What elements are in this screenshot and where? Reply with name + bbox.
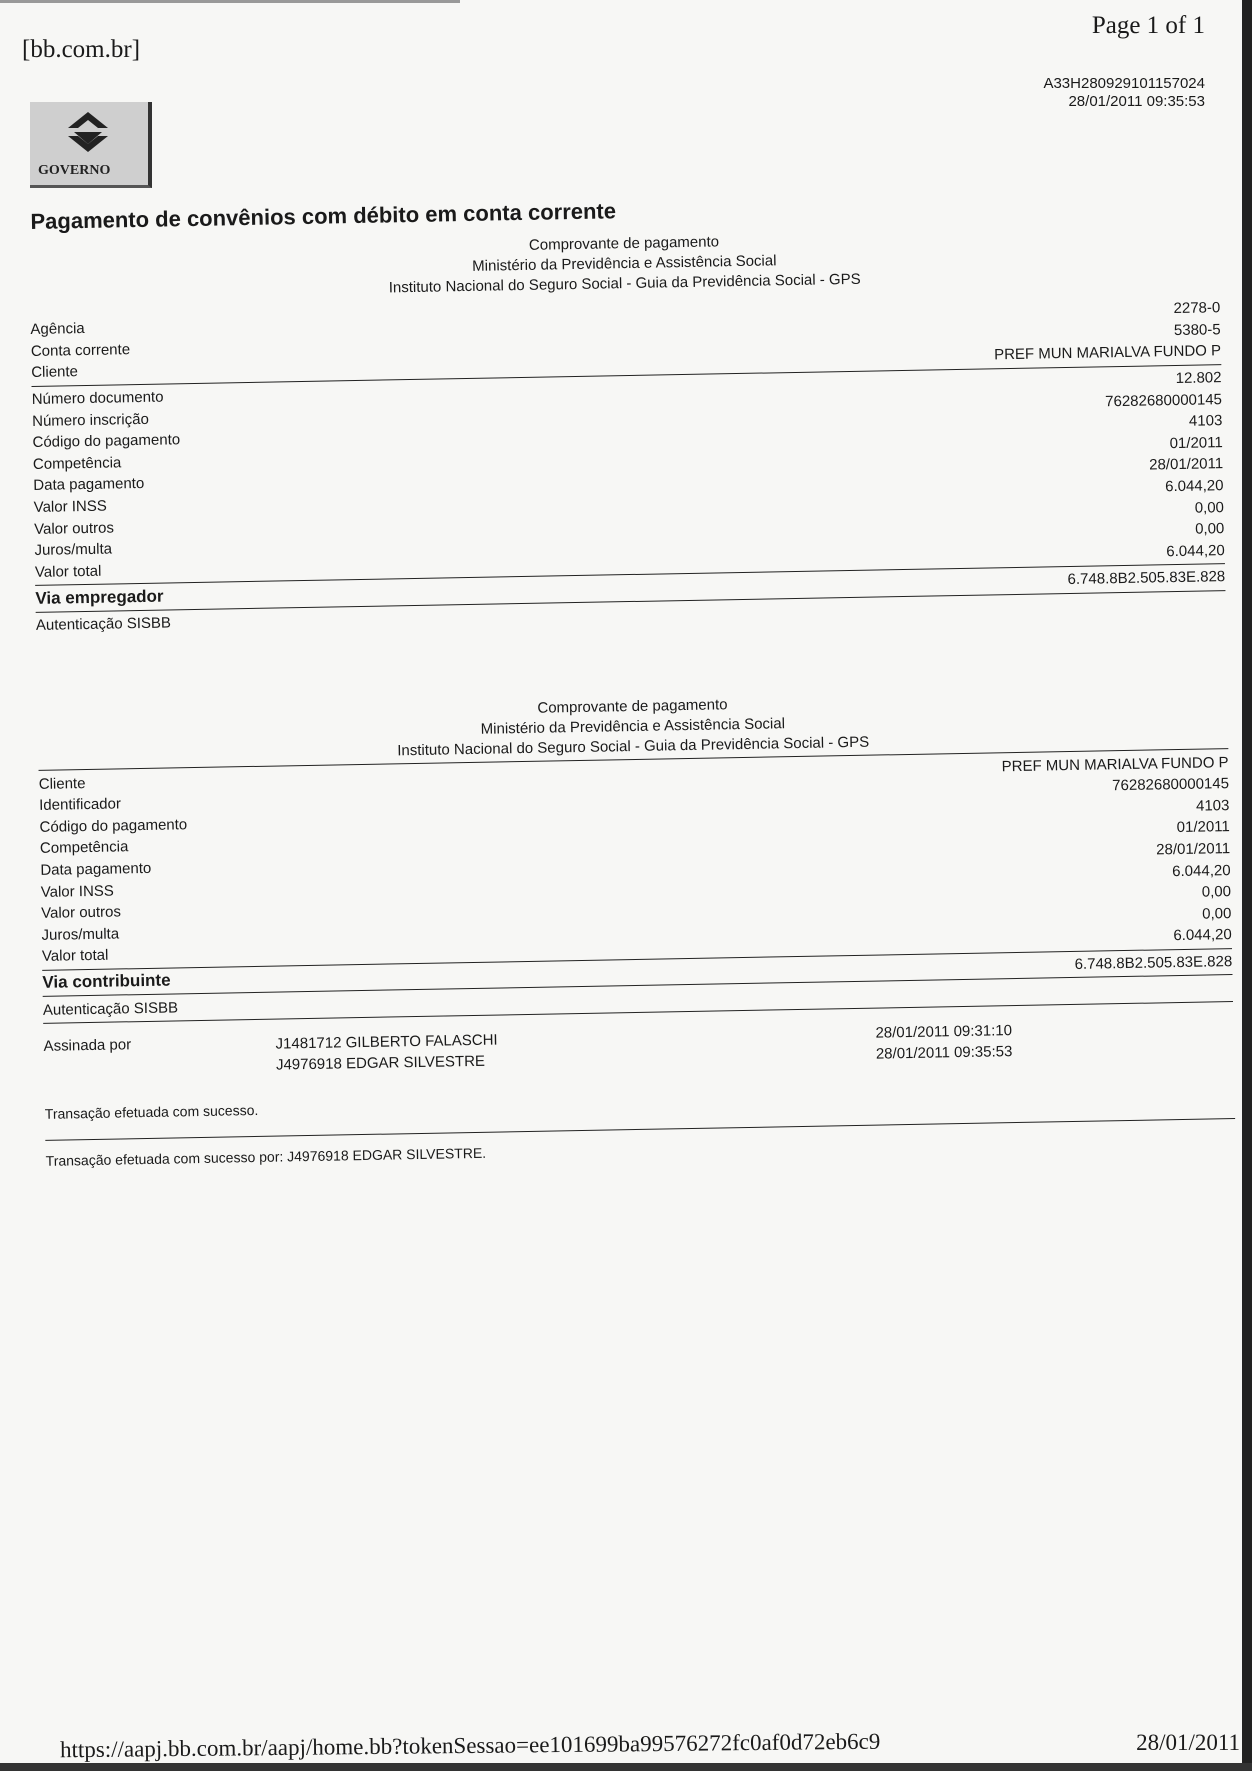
field-label: Juros/multa [41,925,120,944]
field-label: Competência [39,838,129,858]
field-value: 0,00 [1201,883,1232,901]
field-label: Cliente [38,774,86,793]
status-message: Transação efetuada com sucesso. [44,1101,259,1122]
signature-datetime: 28/01/2011 09:35:53 [875,1042,1013,1063]
document-datetime: 28/01/2011 09:35:53 [1068,93,1205,110]
field-value: PREF MUN MARIALVA FUNDO P [1001,753,1229,775]
signatures: Assinada por J1481712 GILBERTO FALASCHI … [43,1016,1234,1080]
field-value: 76282680000145 [1105,390,1223,410]
field-label: Valor total [41,947,109,966]
scan-edge [1242,0,1252,1771]
page-url: https://aapj.bb.com.br/aapj/home.bb?toke… [59,1728,881,1763]
bank-logo: GOVERNO [30,102,152,188]
field-value: 2278-0 [1173,299,1221,318]
field-value: 0,00 [1202,904,1232,923]
field-label: Valor INSS [40,882,115,901]
field-label: Conta corrente [30,341,131,360]
field-value: 4103 [1195,796,1230,815]
field-label: Competência [32,454,122,473]
field-label: Número inscrição [31,410,149,430]
field-label: Agência [30,320,85,339]
print-date: 28/01/2011 [1136,1730,1240,1755]
field-label: Código do pagamento [32,431,181,452]
field-value: 6.044,20 [1166,541,1225,561]
field-value: 0,00 [1194,498,1225,517]
field-value: 6.044,20 [1164,477,1224,496]
field-label: Valor INSS [33,497,107,516]
site-name: [bb.com.br] [22,36,141,63]
field-label: Identificador [39,795,122,815]
auth-code: 6.748.8B2.505.83E.828 [1074,953,1233,973]
field-value: 0,00 [1194,520,1225,538]
page-number: Page 1 of 1 [1091,12,1205,39]
field-label: Valor outros [33,519,115,538]
logo-text: GOVERNO [38,163,111,178]
field-label: Valor outros [41,903,122,923]
field-value: 28/01/2011 [1149,455,1224,474]
field-value: 01/2011 [1176,818,1230,837]
field-label: Cliente [31,363,79,382]
scan-edge [0,0,460,3]
field-value: 4103 [1188,412,1223,431]
auth-label: Autenticação SISBB [35,614,172,634]
signature-datetime: 28/01/2011 09:31:10 [875,1021,1013,1042]
field-label: Juros/multa [34,540,113,560]
field-value: 01/2011 [1169,434,1223,452]
field-label: Data pagamento [40,859,152,879]
document-code: A33H280929101157024 [1043,75,1205,92]
bb-logo-icon [68,112,108,152]
via-label: Via empregador [35,586,164,608]
signed-by-label: Assinada por [43,1036,132,1055]
field-value: 12.802 [1175,369,1222,388]
auth-code: 6.748.8B2.505.83E.828 [1067,568,1226,589]
field-label: Número documento [31,388,164,409]
field-value: 28/01/2011 [1156,840,1231,859]
field-value: 6.044,20 [1172,861,1231,880]
field-label: Valor total [34,562,102,581]
field-value: 76282680000145 [1112,775,1230,795]
field-label: Data pagamento [33,475,145,495]
field-value: 5380-5 [1173,321,1221,339]
via-label: Via contribuinte [42,970,171,993]
receipt: Pagamento de convênios com débito em con… [28,173,1236,1169]
field-value: PREF MUN MARIALVA FUNDO P [993,342,1222,364]
document-meta: A33H280929101157024 28/01/2011 09:35:53 [1043,75,1205,111]
field-label: Código do pagamento [39,815,188,836]
auth-label: Autenticação SISBB [42,998,179,1019]
field-value: 6.044,20 [1173,926,1232,945]
scan-edge [0,1763,1252,1771]
